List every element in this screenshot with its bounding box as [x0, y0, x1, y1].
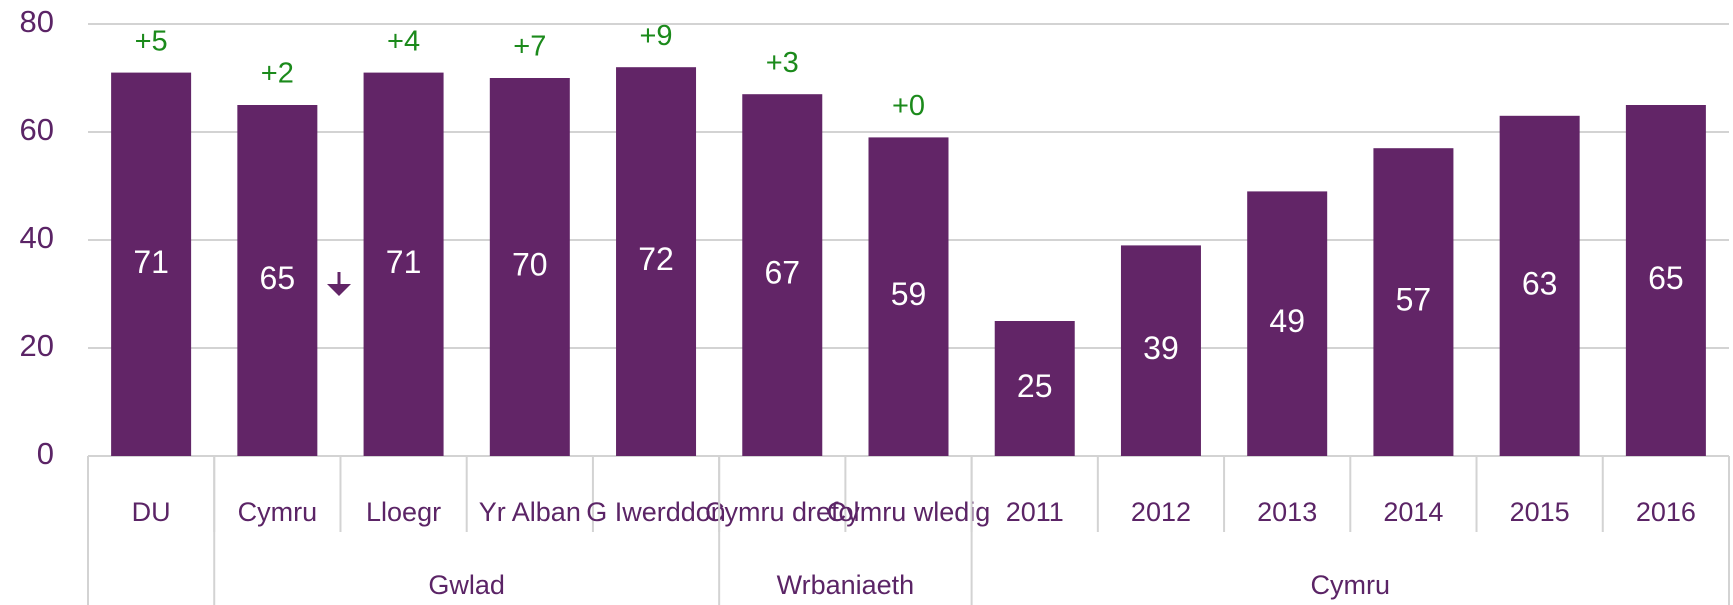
bar: [111, 72, 192, 456]
x-tick-label: Cymru: [238, 497, 318, 527]
bar: [1247, 191, 1328, 456]
x-tick-label: Cymru wledig: [827, 497, 991, 527]
value-label: 57: [1396, 282, 1432, 318]
value-label: 49: [1269, 303, 1305, 339]
y-tick-label: 80: [20, 4, 54, 39]
bar: [994, 321, 1075, 456]
bar: [868, 137, 949, 456]
x-tick-label: 2011: [1006, 497, 1064, 527]
y-tick-label: 60: [20, 112, 54, 147]
change-label: +3: [766, 47, 799, 79]
value-label: 72: [638, 241, 674, 277]
value-label: 67: [764, 255, 800, 291]
change-label: +5: [135, 25, 168, 57]
x-tick-label: Lloegr: [366, 497, 441, 527]
x-tick-label: 2013: [1257, 497, 1317, 527]
change-label: +2: [261, 58, 294, 90]
bar: [616, 67, 697, 456]
bar: [1373, 148, 1454, 456]
value-label: 25: [1017, 368, 1053, 404]
change-label: +4: [387, 25, 420, 57]
x-tick-label: G Iwerddon: [586, 497, 726, 527]
x-tick-label: Cymru drefol: [705, 497, 860, 527]
value-label: 65: [260, 260, 296, 296]
value-label: 63: [1522, 265, 1558, 301]
bar: [363, 72, 444, 456]
group-label: Cymru: [1311, 570, 1391, 600]
change-label: +7: [513, 31, 546, 63]
x-tick-label: Yr Alban: [479, 497, 581, 527]
y-tick-label: 40: [20, 220, 54, 255]
value-label: 59: [891, 276, 927, 312]
x-tick-label: 2012: [1131, 497, 1191, 527]
bar: [1625, 105, 1706, 456]
value-label: 39: [1143, 330, 1179, 366]
group-label: Gwlad: [428, 570, 505, 600]
value-label: 71: [133, 244, 169, 280]
y-tick-label: 20: [20, 328, 54, 363]
bar: [489, 78, 570, 456]
x-tick-label: DU: [132, 497, 171, 527]
down-arrow-icon: [327, 272, 351, 296]
bar: [1120, 245, 1201, 456]
x-tick-label: 2014: [1383, 497, 1443, 527]
y-tick-label: 0: [37, 436, 54, 471]
value-label: 65: [1648, 260, 1684, 296]
x-tick-label: 2015: [1510, 497, 1570, 527]
value-label: 71: [386, 244, 422, 280]
x-tick-label: 2016: [1636, 497, 1696, 527]
group-label: Wrbaniaeth: [777, 570, 915, 600]
bar: [1499, 115, 1580, 457]
change-label: +9: [639, 20, 672, 52]
bar: [742, 94, 823, 456]
bar: [237, 105, 318, 456]
change-label: +0: [892, 90, 925, 122]
value-label: 70: [512, 246, 548, 282]
